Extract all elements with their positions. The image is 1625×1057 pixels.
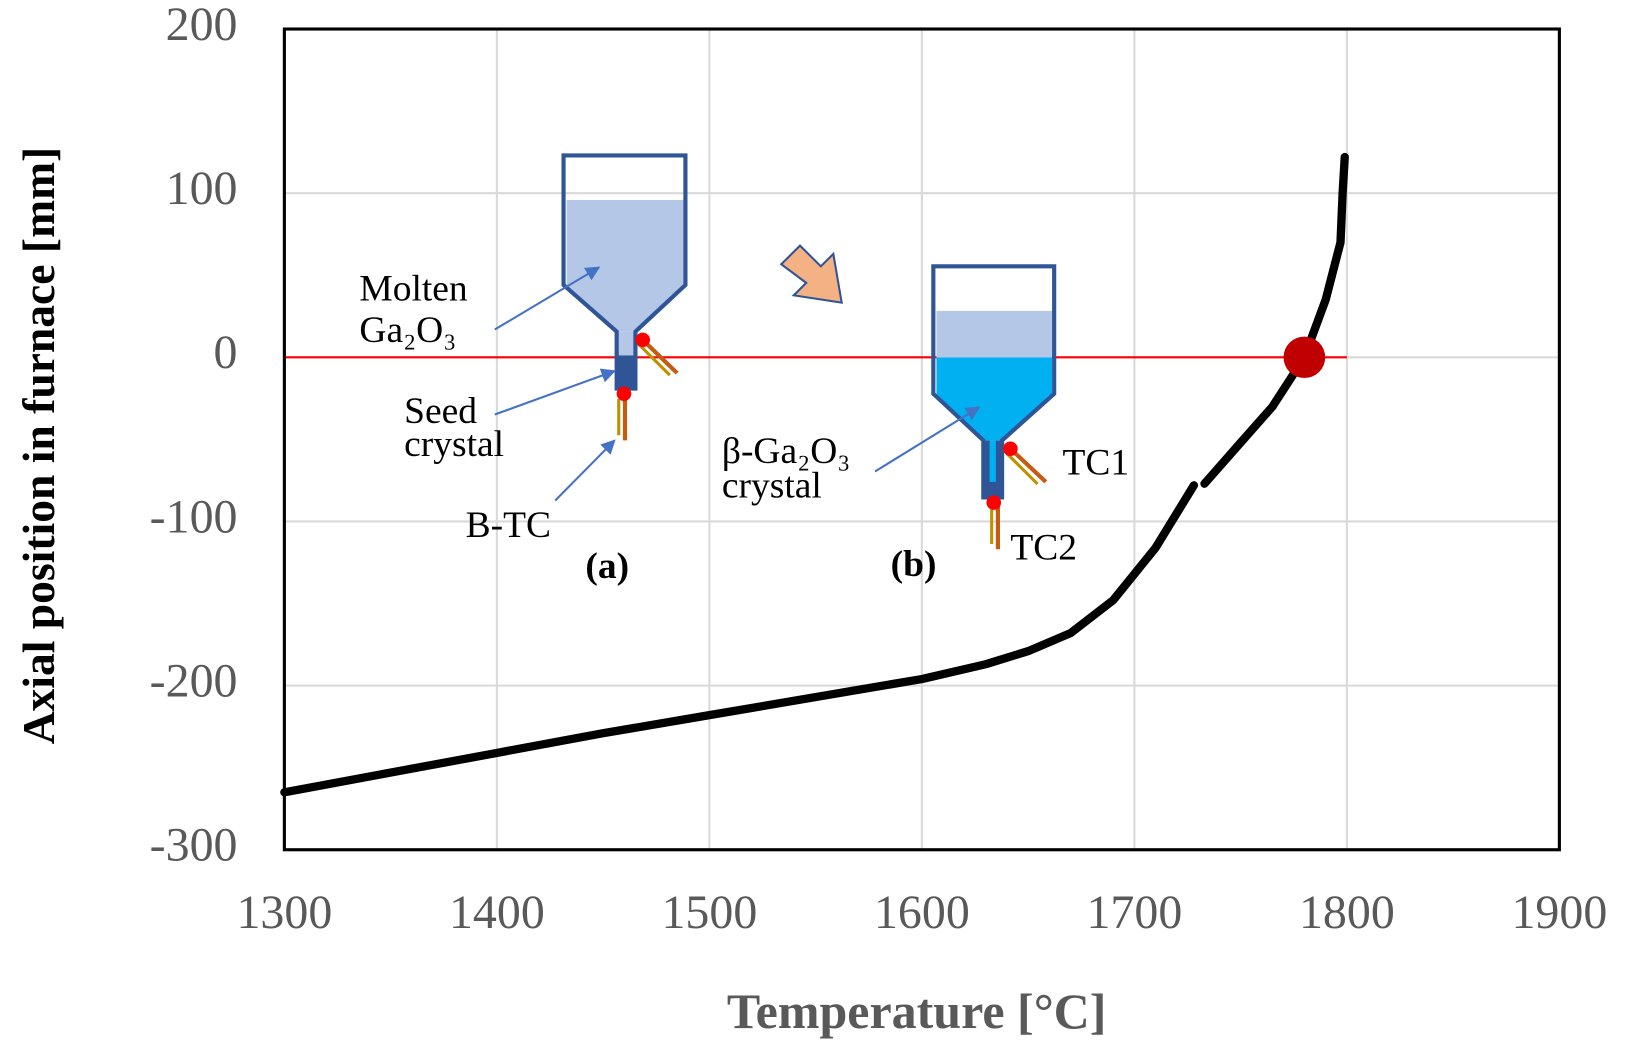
- annotation: Ga₂O₃: [359, 310, 456, 351]
- x-tick-label: 1400: [449, 886, 545, 939]
- x-tick-label: 1300: [236, 886, 332, 939]
- x-tick-label: 1800: [1299, 886, 1395, 939]
- x-axis-title: Temperature [°C]: [727, 984, 1107, 1039]
- y-axis-title: Axial position in furnace [mm]: [13, 147, 64, 745]
- x-tick-label: 1600: [874, 886, 970, 939]
- y-tick-label: -300: [150, 819, 238, 872]
- annotation: (a): [585, 546, 629, 587]
- annotation: Molten: [359, 269, 468, 310]
- x-tick-label: 1900: [1511, 886, 1607, 939]
- crucible-b: [933, 266, 1054, 549]
- annotation: crystal: [404, 424, 504, 465]
- crucible-a: [564, 155, 686, 440]
- y-tick-label: -200: [150, 655, 238, 708]
- annotation: TC1: [1063, 443, 1130, 484]
- annotation: crystal: [722, 465, 822, 506]
- y-tick-label: 100: [166, 162, 238, 215]
- y-tick-label: 0: [214, 326, 238, 379]
- chart: Temperature [°C] Axial position in furna…: [0, 0, 1625, 1057]
- annotation: TC2: [1010, 528, 1077, 569]
- y-tick-label: 200: [166, 0, 238, 51]
- annotation: B-TC: [466, 505, 551, 546]
- x-tick-label: 1500: [661, 886, 757, 939]
- y-tick-label: -100: [150, 491, 238, 544]
- x-tick-label: 1700: [1086, 886, 1182, 939]
- marker-point: [1284, 337, 1326, 378]
- annotation: (b): [891, 544, 937, 585]
- transition-arrow: [781, 246, 841, 303]
